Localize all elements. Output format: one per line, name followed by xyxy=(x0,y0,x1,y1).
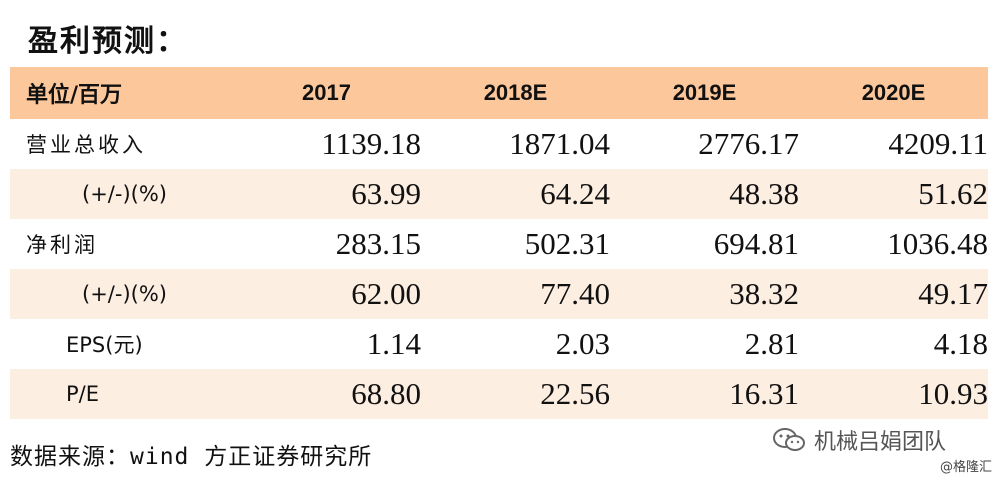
column-header: 2019E xyxy=(672,80,737,105)
table-cell: 10.93 xyxy=(918,376,988,411)
table-cell: 16.31 xyxy=(729,376,799,411)
watermark-text: 机械吕娟团队 xyxy=(814,430,947,455)
table-row: 净利润 283.15 502.31 694.81 1036.48 xyxy=(10,219,988,269)
source-note: 数据来源：wind 方正证券研究所 xyxy=(10,444,373,470)
table-cell: 77.40 xyxy=(540,276,610,311)
table-row: (+/-)(%) 62.00 77.40 38.32 49.17 xyxy=(10,269,988,319)
table-row: EPS(元) 1.14 2.03 2.81 4.18 xyxy=(10,319,988,369)
table-cell: 2.81 xyxy=(744,326,799,361)
table-cell: 1139.18 xyxy=(321,126,421,161)
table-cell: 51.62 xyxy=(918,176,988,211)
row-label: 营业总收入 xyxy=(26,133,146,157)
table-cell: 49.17 xyxy=(918,276,988,311)
table-cell: 502.31 xyxy=(524,226,610,261)
table-cell: 48.38 xyxy=(729,176,799,211)
table-cell: 68.80 xyxy=(351,376,421,411)
table-cell: 4.18 xyxy=(933,326,988,361)
table-cell: 4209.11 xyxy=(888,126,988,161)
row-label: EPS(元) xyxy=(66,333,143,357)
row-label: (+/-)(%) xyxy=(82,282,167,306)
table-cell: 2776.17 xyxy=(698,126,799,161)
table-cell: 2.03 xyxy=(555,326,610,361)
table-cell: 62.00 xyxy=(351,276,421,311)
table-cell: 64.24 xyxy=(540,176,610,211)
column-header: 2020E xyxy=(861,80,926,105)
table-row: (+/-)(%) 63.99 64.24 48.38 51.62 xyxy=(10,169,988,219)
table-row: 营业总收入 1139.18 1871.04 2776.17 4209.11 xyxy=(10,119,988,169)
table-row: P/E 68.80 22.56 16.31 10.93 xyxy=(10,369,988,419)
column-header: 2017 xyxy=(302,80,351,105)
table-cell: 22.56 xyxy=(540,376,610,411)
row-label: 净利润 xyxy=(26,233,98,257)
row-label: (+/-)(%) xyxy=(82,182,167,206)
source-handle: @格隆汇 xyxy=(939,460,992,475)
column-header: 2018E xyxy=(483,80,548,105)
table-cell: 1871.04 xyxy=(509,126,610,161)
table-cell: 283.15 xyxy=(335,226,421,261)
forecast-table: 单位/百万 2017 2018E 2019E 2020E 营业总收入 1139.… xyxy=(10,67,988,419)
page-title: 盈利预测： xyxy=(28,24,188,59)
table-cell: 694.81 xyxy=(713,226,799,261)
table-header-row: 单位/百万 2017 2018E 2019E 2020E xyxy=(10,67,988,119)
table-cell: 1036.48 xyxy=(887,226,988,261)
row-label: P/E xyxy=(66,382,100,406)
table-cell: 63.99 xyxy=(351,176,421,211)
watermark: 机械吕娟团队 xyxy=(772,424,946,456)
wechat-icon xyxy=(773,428,805,451)
unit-label: 单位/百万 xyxy=(26,83,123,108)
table-cell: 38.32 xyxy=(729,276,799,311)
table-cell: 1.14 xyxy=(366,326,421,361)
